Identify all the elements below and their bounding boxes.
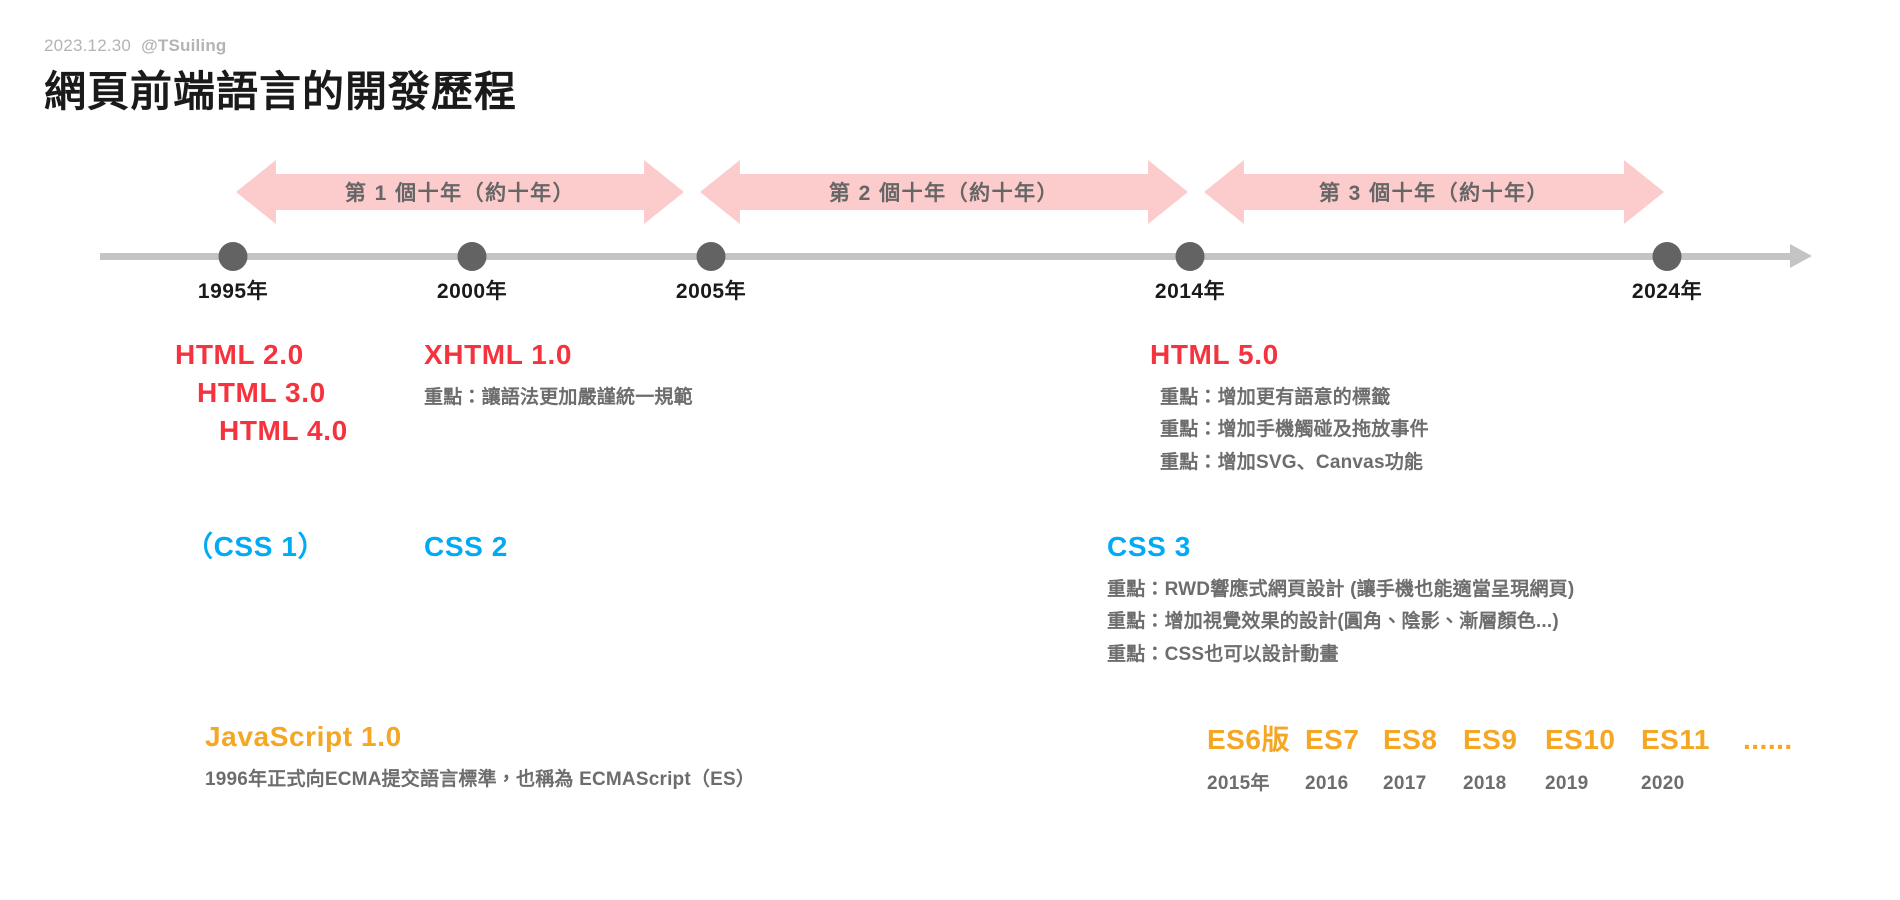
es-year-2018: 2018 [1463,773,1507,794]
double-arrow-icon [236,160,684,224]
decade-banner-2-label: 第 2 個十年（約十年） [828,182,1060,205]
year-label-2000: 2000年 [436,280,508,303]
html5-title: HTML 5.0 [1150,339,1279,370]
xhtml-block: XHTML 1.0 重點：讓語法更加嚴謹統一規範 [424,336,693,414]
html5-block: HTML 5.0 重點：增加更有語意的標籤 重點：增加手機觸碰及拖放事件 重點：… [1150,336,1429,480]
html-version-stack: HTML 2.0 HTML 3.0 HTML 4.0 [175,336,348,449]
byline-author: @TSuiling [141,36,227,55]
es-year-2020: 2020 [1641,773,1685,794]
timeline-dot-2000 [457,242,487,271]
css2-block: CSS 2 [424,528,508,566]
es-years-row: 2015年 2016 2017 2018 2019 2020 [1207,768,1793,795]
year-label-2005: 2005年 [675,280,747,303]
html-4-label: HTML 4.0 [219,414,348,446]
page-title: 網頁前端語言的開發歷程 [44,68,518,115]
decade-banner-2: 第 2 個十年（約十年） [700,160,1188,224]
decade-banner-3: 第 3 個十年（約十年） [1204,160,1664,224]
html5-note-3: 重點：增加SVG、Canvas功能 [1160,452,1424,474]
es-version-es11: ES11 [1641,724,1710,755]
byline-date: 2023.12.30 [44,36,132,55]
es-year-2015: 2015年 [1207,773,1270,794]
es-version-es9: ES9 [1463,724,1518,755]
es-version-ellipsis: ...... [1743,724,1793,755]
es-version-es7: ES7 [1305,724,1360,755]
timeline-dot-2024 [1652,242,1682,271]
html-2-label: HTML 2.0 [175,339,304,370]
es-versions-row: ES6版 ES7 ES8 ES9 ES10 ES11 ...... [1207,718,1793,758]
css3-title: CSS 3 [1107,531,1191,562]
javascript-note: 1996年正式向ECMA提交語言標準，也稱為 ECMAScript（ES） [205,768,756,790]
html-3-label: HTML 3.0 [197,376,326,408]
es-version-es10: ES10 [1545,724,1616,755]
decade-banner-1: 第 1 個十年（約十年） [236,160,684,224]
es-version-es6: ES6版 [1207,724,1290,755]
decade-banner-3-label: 第 3 個十年（約十年） [1318,182,1550,205]
xhtml-note-1: 重點：讓語法更加嚴謹統一規範 [424,386,693,408]
xhtml-title: XHTML 1.0 [424,339,573,370]
axis-arrowhead-icon [1790,244,1812,268]
timeline-axis [0,236,1900,276]
year-label-1995: 1995年 [197,280,269,303]
html5-note-1: 重點：增加更有語意的標籤 [1160,386,1391,408]
double-arrow-icon [1204,160,1664,224]
year-label-2014: 2014年 [1154,280,1226,303]
axis-line [100,253,1798,260]
css3-note-2: 重點：增加視覺效果的設計(圓角、陰影、漸層顏色...) [1107,611,1559,633]
css3-note-1: 重點：RWD響應式網頁設計 (讓手機也能適當呈現網頁) [1107,578,1575,600]
css2-label: CSS 2 [424,531,508,562]
es-versions-block: ES6版 ES7 ES8 ES9 ES10 ES11 ...... 2015年 … [1207,718,1793,795]
css3-note-3: 重點：CSS也可以設計動畫 [1107,644,1339,666]
javascript-block: JavaScript 1.0 1996年正式向ECMA提交語言標準，也稱為 EC… [205,718,755,796]
decade-banner-1-label: 第 1 個十年（約十年） [344,182,576,205]
double-arrow-icon [700,160,1188,224]
javascript-title: JavaScript 1.0 [205,721,402,752]
es-year-2016: 2016 [1305,773,1349,794]
year-label-2024: 2024年 [1631,280,1703,303]
es-year-2019: 2019 [1545,773,1589,794]
timeline-dot-1995 [218,242,248,271]
css1-block: （CSS 1） [185,528,326,566]
byline: 2023.12.30 @TSuiling [44,36,227,56]
timeline-dot-2005 [696,242,726,271]
css1-label: （CSS 1） [185,531,327,562]
es-year-2017: 2017 [1383,773,1427,794]
css3-block: CSS 3 重點：RWD響應式網頁設計 (讓手機也能適當呈現網頁) 重點：增加視… [1107,528,1574,672]
timeline-dot-2014 [1175,242,1205,271]
es-version-es8: ES8 [1383,724,1438,755]
html5-note-2: 重點：增加手機觸碰及拖放事件 [1160,419,1429,441]
decade-banner-group: 第 1 個十年（約十年） 第 2 個十年（約十年） 第 3 個十年（約十年） [0,160,1900,224]
